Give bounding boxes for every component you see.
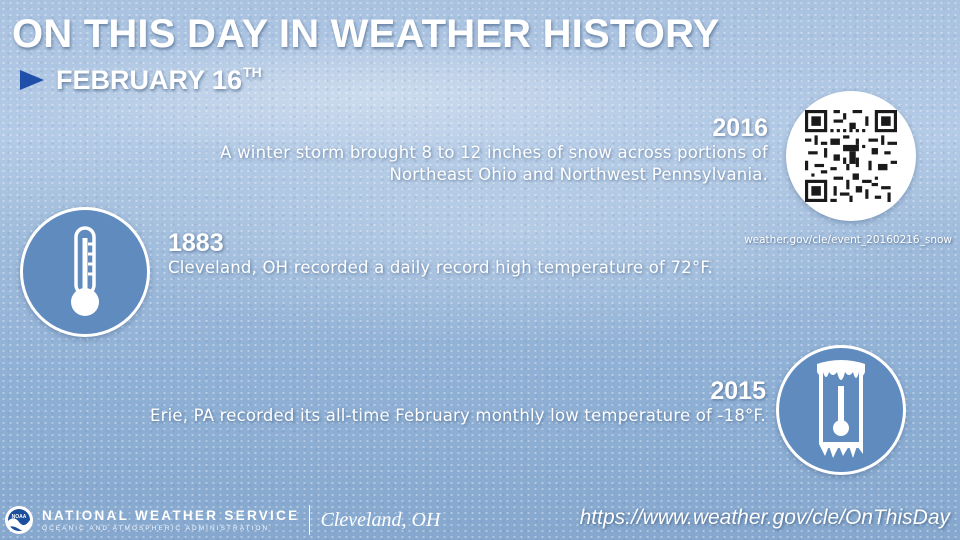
thermometer-icon	[71, 226, 99, 316]
event-year: 2015	[710, 377, 766, 405]
event-2015: 2015 Erie, PA recorded its all-time Febr…	[66, 377, 766, 427]
agency-name: NATIONAL WEATHER SERVICE	[42, 507, 300, 523]
event-description-line: Erie, PA recorded its all-time February …	[149, 406, 766, 425]
nws-branding: NOAA NATIONAL WEATHER SERVICE OCEANIC AN…	[4, 503, 440, 537]
event-description-line: Northeast Ohio and Northwest Pennsylvani…	[389, 165, 768, 184]
arrow-right-icon	[20, 70, 44, 90]
qr-code-icon	[805, 110, 897, 202]
date-label: FEBRUARY 16TH	[56, 64, 262, 96]
page-title: ON THIS DAY IN WEATHER HISTORY	[12, 12, 720, 56]
svg-text:NOAA: NOAA	[12, 514, 27, 520]
date-suffix: TH	[243, 64, 262, 80]
frozen-thermometer-badge	[776, 345, 906, 475]
event-year: 1883	[168, 229, 224, 257]
agency-subtitle: OCEANIC AND ATMOSPHERIC ADMINISTRATION	[42, 524, 270, 532]
noaa-logo-icon: NOAA	[5, 506, 33, 534]
event-1883: 1883 Cleveland, OH recorded a daily reco…	[168, 229, 788, 279]
event-2016: 2016 A winter storm brought 8 to 12 inch…	[128, 114, 768, 186]
nws-text-block: NATIONAL WEATHER SERVICE OCEANIC AND ATM…	[42, 508, 299, 533]
qr-url-label[interactable]: weather.gov/cle/event_20160216_snow	[744, 234, 952, 246]
date-row: FEBRUARY 16TH	[20, 62, 262, 98]
footer-url-link[interactable]: https://www.weather.gov/cle/OnThisDay	[579, 506, 950, 529]
event-year: 2016	[712, 114, 768, 142]
event-description-line: Cleveland, OH recorded a daily record hi…	[168, 258, 713, 277]
footer-divider	[309, 505, 311, 535]
date-month-day: FEBRUARY 16	[56, 65, 243, 95]
qr-code-badge[interactable]	[786, 91, 916, 221]
frozen-thermometer-icon	[817, 360, 865, 458]
office-name: Cleveland, OH	[320, 508, 441, 531]
event-description-line: A winter storm brought 8 to 12 inches of…	[220, 143, 768, 162]
thermometer-badge	[20, 207, 150, 337]
